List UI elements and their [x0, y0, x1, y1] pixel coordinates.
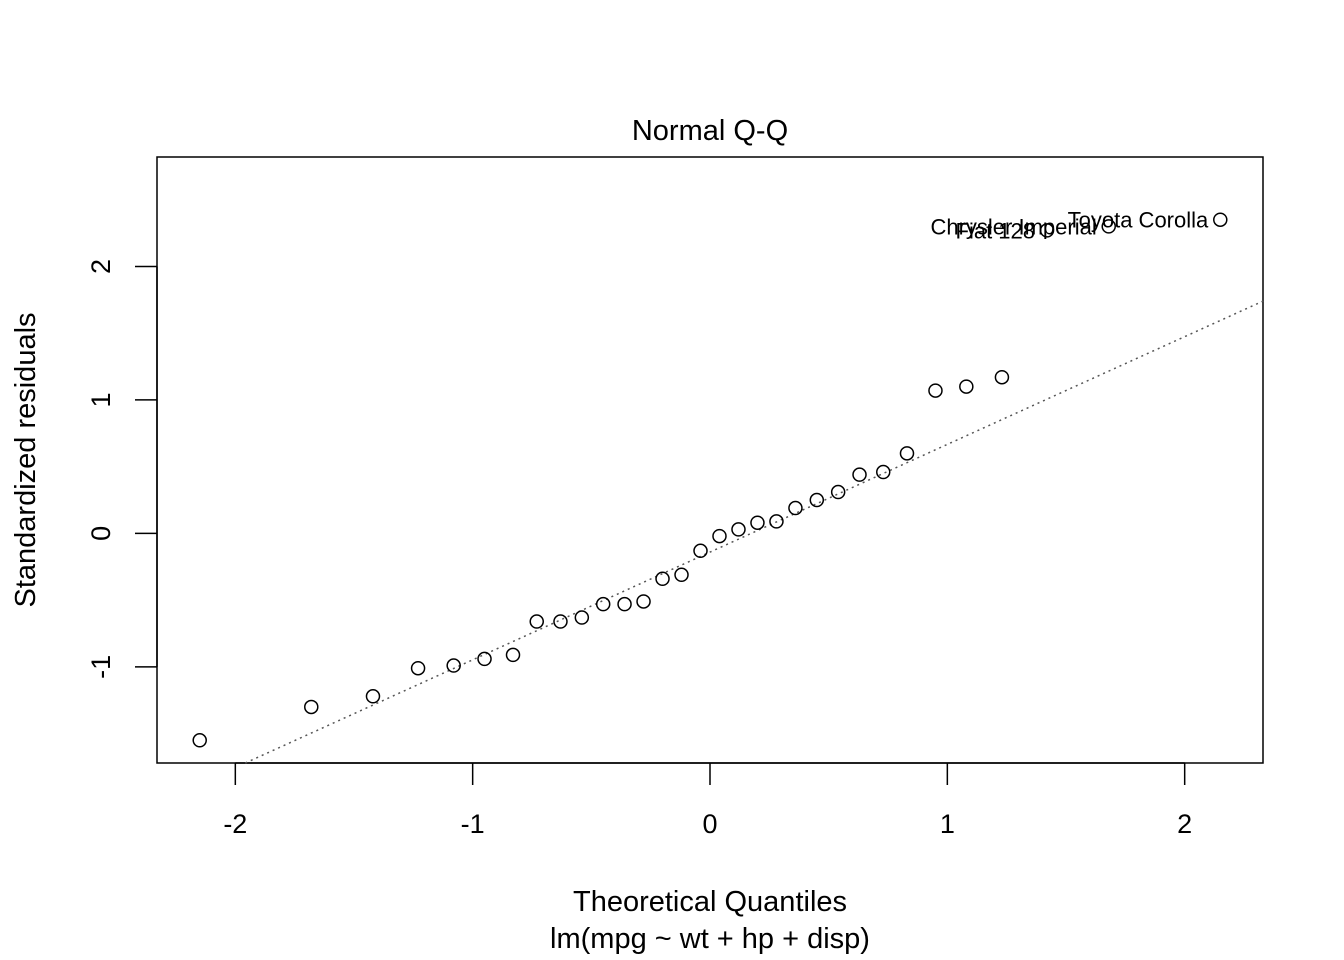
data-point: [750, 515, 765, 530]
data-point: [505, 647, 521, 663]
data-point: [994, 369, 1010, 385]
data-point: [809, 492, 825, 508]
data-point: [304, 699, 319, 715]
data-point: [553, 614, 568, 629]
data-point: [595, 596, 611, 612]
y-tick-label: -1: [86, 655, 116, 679]
x-tick-label: 1: [940, 809, 955, 839]
data-point: [830, 484, 846, 500]
reference-line-layer: [245, 300, 1264, 764]
data-point: [446, 658, 461, 673]
x-tick-label: 0: [702, 809, 717, 839]
x-tick-label: -2: [223, 809, 247, 839]
data-point: [693, 543, 708, 559]
x-axis: -2 -1 0 1 2: [223, 762, 1192, 839]
point-label: Toyota Corolla: [1068, 208, 1209, 233]
data-point: [876, 464, 891, 480]
x-axis-subtitle: lm(mpg ~ wt + hp + disp): [550, 923, 870, 955]
data-point: [410, 660, 426, 676]
y-tick-label: 2: [86, 259, 116, 274]
data-point: [769, 514, 784, 529]
data-point: [365, 689, 381, 704]
data-point: [636, 594, 651, 609]
chart-title: Normal Q-Q: [632, 115, 788, 147]
x-tick-label: 2: [1177, 809, 1192, 839]
points-layer: [192, 212, 1228, 748]
data-point: [529, 614, 544, 629]
data-point: [655, 571, 670, 587]
x-tick-label: -1: [461, 809, 485, 839]
data-point: [1039, 223, 1055, 238]
data-point: [574, 610, 590, 625]
x-axis-title: Theoretical Quantiles: [573, 886, 847, 918]
data-point: [852, 467, 867, 482]
point-label: Chrysler Imperial: [930, 214, 1096, 239]
data-point: [788, 500, 803, 516]
data-point: [674, 567, 689, 583]
data-point: [959, 379, 974, 394]
data-point: [1213, 212, 1228, 227]
data-point: [928, 383, 943, 398]
point-label: Fiat 128: [956, 218, 1036, 243]
data-point: [617, 596, 632, 612]
y-axis-title: Standardized residuals: [10, 312, 42, 607]
y-axis: -1 0 1 2: [86, 259, 158, 679]
data-point: [712, 528, 727, 544]
data-point: [477, 651, 492, 667]
y-tick-label: 0: [86, 526, 116, 541]
data-point: [899, 446, 915, 461]
plot-frame: [156, 156, 1264, 764]
qq-reference-line: [245, 300, 1264, 764]
data-point: [731, 522, 746, 537]
y-tick-label: 1: [86, 392, 116, 407]
data-point: [1101, 219, 1116, 234]
data-point: [192, 733, 207, 748]
